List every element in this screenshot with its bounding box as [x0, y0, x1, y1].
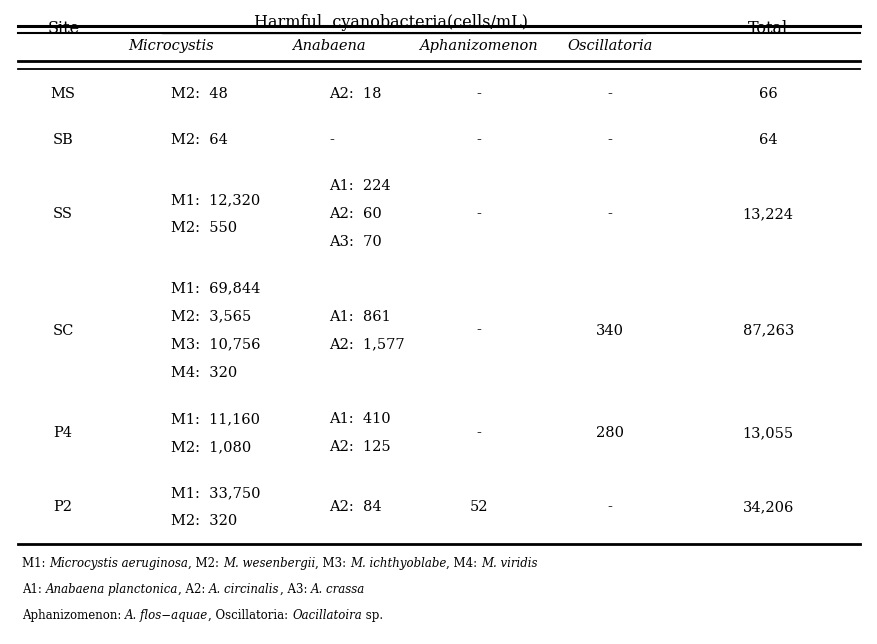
- Text: A1:  410: A1: 410: [329, 412, 390, 426]
- Text: M4:  320: M4: 320: [171, 366, 237, 379]
- Text: -: -: [607, 207, 612, 222]
- Text: P2: P2: [53, 500, 73, 514]
- Text: 340: 340: [595, 324, 624, 337]
- Text: MS: MS: [51, 87, 75, 101]
- Text: M3:  10,756: M3: 10,756: [171, 337, 260, 352]
- Text: 52: 52: [468, 500, 488, 514]
- Text: Harmful  cyanobacteria(cells/mL): Harmful cyanobacteria(cells/mL): [253, 14, 527, 31]
- Text: SS: SS: [53, 207, 73, 222]
- Text: M2:  48: M2: 48: [171, 87, 228, 101]
- Text: -: -: [475, 324, 481, 337]
- Text: -: -: [475, 426, 481, 440]
- Text: M2:  1,080: M2: 1,080: [171, 440, 251, 454]
- Text: Oscillatoria: Oscillatoria: [567, 39, 652, 53]
- Text: A2:  125: A2: 125: [329, 440, 390, 454]
- Text: , M2:: , M2:: [188, 557, 223, 570]
- Text: M. wesenbergii: M. wesenbergii: [223, 557, 315, 570]
- Text: M1:  69,844: M1: 69,844: [171, 281, 260, 296]
- Text: SC: SC: [53, 324, 74, 337]
- Text: , M4:: , M4:: [446, 557, 481, 570]
- Text: SB: SB: [53, 133, 74, 147]
- Text: -: -: [607, 87, 612, 101]
- Text: Anabaena: Anabaena: [292, 39, 366, 53]
- Text: M2:  64: M2: 64: [171, 133, 228, 147]
- Text: 87,263: 87,263: [742, 324, 793, 337]
- Text: -: -: [329, 133, 334, 147]
- Text: A1:: A1:: [22, 583, 46, 596]
- Text: M. ichthyoblabe: M. ichthyoblabe: [350, 557, 446, 570]
- Text: M. viridis: M. viridis: [481, 557, 537, 570]
- Text: , M3:: , M3:: [315, 557, 350, 570]
- Text: M1:  12,320: M1: 12,320: [171, 193, 260, 207]
- Text: -: -: [475, 207, 481, 222]
- Text: 34,206: 34,206: [742, 500, 793, 514]
- Text: 13,224: 13,224: [742, 207, 793, 222]
- Text: M2:  550: M2: 550: [171, 222, 237, 236]
- Text: , A3:: , A3:: [279, 583, 310, 596]
- Text: Aphanizomenon: Aphanizomenon: [418, 39, 538, 53]
- Text: M1:: M1:: [22, 557, 49, 570]
- Text: 64: 64: [758, 133, 777, 147]
- Text: P4: P4: [53, 426, 73, 440]
- Text: Aphanizomenon:: Aphanizomenon:: [22, 609, 125, 621]
- Text: M2:  320: M2: 320: [171, 514, 237, 528]
- Text: A1:  861: A1: 861: [329, 310, 390, 324]
- Text: A2:  18: A2: 18: [329, 87, 381, 101]
- Text: -: -: [607, 133, 612, 147]
- Text: M1:  11,160: M1: 11,160: [171, 412, 260, 426]
- Text: M2:  3,565: M2: 3,565: [171, 310, 251, 324]
- Text: , Oscillatoria:: , Oscillatoria:: [208, 609, 292, 621]
- Text: A2:  84: A2: 84: [329, 500, 381, 514]
- Text: A1:  224: A1: 224: [329, 180, 390, 193]
- Text: -: -: [475, 87, 481, 101]
- Text: Microcystis aeruginosa: Microcystis aeruginosa: [49, 557, 188, 570]
- Text: Total: Total: [747, 21, 788, 37]
- Text: A. crassa: A. crassa: [310, 583, 365, 596]
- Text: -: -: [607, 500, 612, 514]
- Text: -: -: [475, 133, 481, 147]
- Text: Anabaena planctonica: Anabaena planctonica: [46, 583, 178, 596]
- Text: A. circinalis: A. circinalis: [209, 583, 279, 596]
- Text: , A2:: , A2:: [178, 583, 209, 596]
- Text: Microcystis: Microcystis: [128, 39, 214, 53]
- Text: A. flos−aquae: A. flos−aquae: [125, 609, 208, 621]
- Text: 280: 280: [595, 426, 624, 440]
- Text: A3:  70: A3: 70: [329, 236, 381, 249]
- Text: A2:  1,577: A2: 1,577: [329, 337, 404, 352]
- Text: Site: Site: [47, 21, 79, 37]
- Text: A2:  60: A2: 60: [329, 207, 381, 222]
- Text: 13,055: 13,055: [742, 426, 793, 440]
- Text: Oacillatoira: Oacillatoira: [292, 609, 361, 621]
- Text: sp.: sp.: [361, 609, 382, 621]
- Text: M1:  33,750: M1: 33,750: [171, 486, 260, 500]
- Text: 66: 66: [758, 87, 777, 101]
